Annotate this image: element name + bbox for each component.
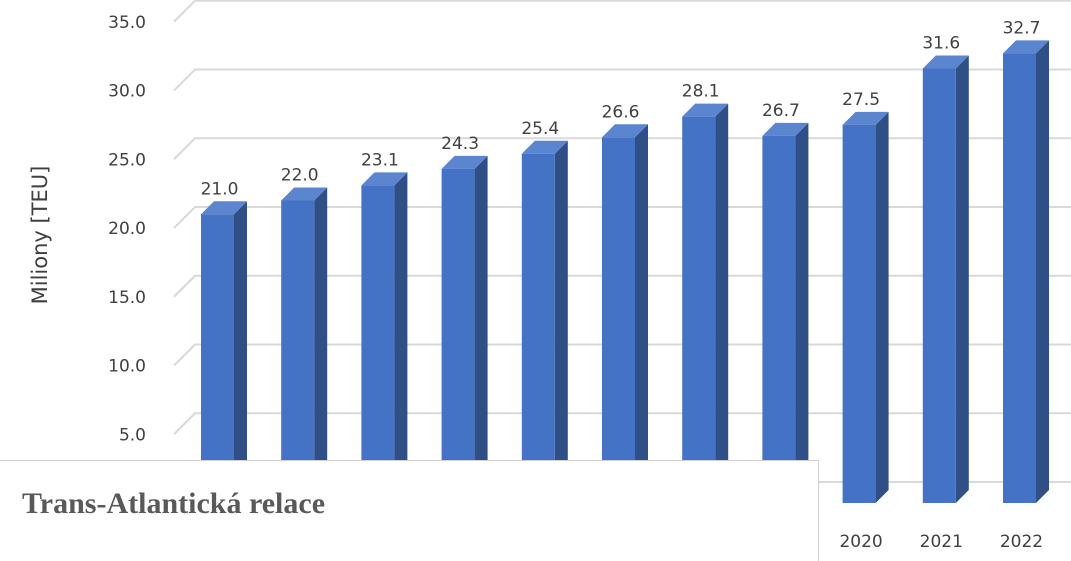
data-label: 25.4 [521, 119, 559, 139]
data-label: 23.1 [361, 150, 399, 170]
bar [1003, 40, 1049, 503]
bar-side [955, 55, 969, 503]
bars [201, 40, 1049, 503]
bar-side [474, 155, 488, 503]
bar-top [361, 172, 408, 186]
bar-front [361, 185, 395, 503]
bar-top [682, 103, 729, 117]
y-tick-label: 10.0 [108, 357, 146, 377]
bar [842, 111, 889, 503]
bar [682, 103, 729, 503]
y-tick-label: 30.0 [108, 82, 146, 102]
bar-front [602, 137, 635, 503]
gridline [173, 68, 1071, 92]
bar [602, 124, 648, 503]
bar-side [554, 140, 568, 503]
bar-side [394, 172, 408, 503]
bar-side [715, 103, 729, 503]
bar-side [635, 124, 648, 503]
data-label: 26.7 [762, 101, 800, 121]
bar-front [762, 135, 796, 503]
bar-front [1003, 53, 1036, 503]
bar-front [521, 153, 555, 503]
bar [201, 201, 247, 503]
bar-front [922, 68, 956, 503]
x-tick-label: 2022 [1000, 532, 1043, 552]
data-label: 24.3 [441, 134, 479, 154]
bar-top [922, 55, 969, 69]
bar-side [875, 111, 889, 503]
gridlines [173, 0, 1071, 504]
bar-side [795, 122, 809, 503]
data-label: 31.6 [922, 34, 960, 54]
data-label: 27.5 [842, 90, 880, 110]
bar-front [441, 168, 475, 503]
bar-top [201, 201, 247, 215]
caption-box: Trans-Atlantická relace [0, 460, 819, 561]
gridline [173, 0, 1071, 23]
bar-side [314, 187, 328, 503]
bar-front [682, 116, 716, 503]
data-label: 22.0 [281, 166, 319, 186]
y-tick-label: 15.0 [108, 288, 146, 308]
x-tick-label: 2020 [839, 532, 882, 552]
bar-top [441, 155, 488, 169]
data-label: 32.7 [1003, 18, 1041, 38]
bar-top [521, 140, 568, 154]
y-axis-title: Miliony [TEU] [28, 166, 52, 305]
bar-front [201, 214, 234, 503]
bar-top [842, 111, 889, 125]
bar-front [281, 200, 315, 503]
bar-side [234, 201, 247, 503]
bar [922, 55, 969, 503]
y-axis-ticks: 5.0 10.0 15.0 20.0 25.0 30.0 35.0 [108, 13, 146, 446]
bar [281, 187, 328, 503]
bar [441, 155, 488, 503]
bar-top [281, 187, 328, 201]
bar [361, 172, 408, 503]
chart-caption: Trans-Atlantická relace [22, 487, 326, 520]
y-tick-label: 25.0 [108, 150, 146, 170]
data-label: 21.0 [201, 179, 239, 199]
bar [762, 122, 809, 503]
bar-front [842, 124, 876, 503]
bar-top [602, 124, 648, 138]
bar-top [1003, 40, 1049, 54]
y-tick-label: 20.0 [108, 219, 146, 239]
bar-top [762, 122, 809, 136]
y-tick-label: 5.0 [119, 425, 146, 445]
bar-side [1036, 40, 1049, 503]
data-label: 28.1 [682, 82, 720, 102]
x-axis-ticks: 2020 2021 2022 [839, 532, 1043, 552]
data-labels: 21.0 22.0 23.1 24.3 25.4 26.6 28.1 26.7 27.5 31.6… [201, 18, 1041, 199]
bar [521, 140, 568, 503]
data-label: 26.6 [602, 102, 640, 122]
x-tick-label: 2021 [920, 532, 963, 552]
y-tick-label: 35.0 [108, 13, 146, 33]
